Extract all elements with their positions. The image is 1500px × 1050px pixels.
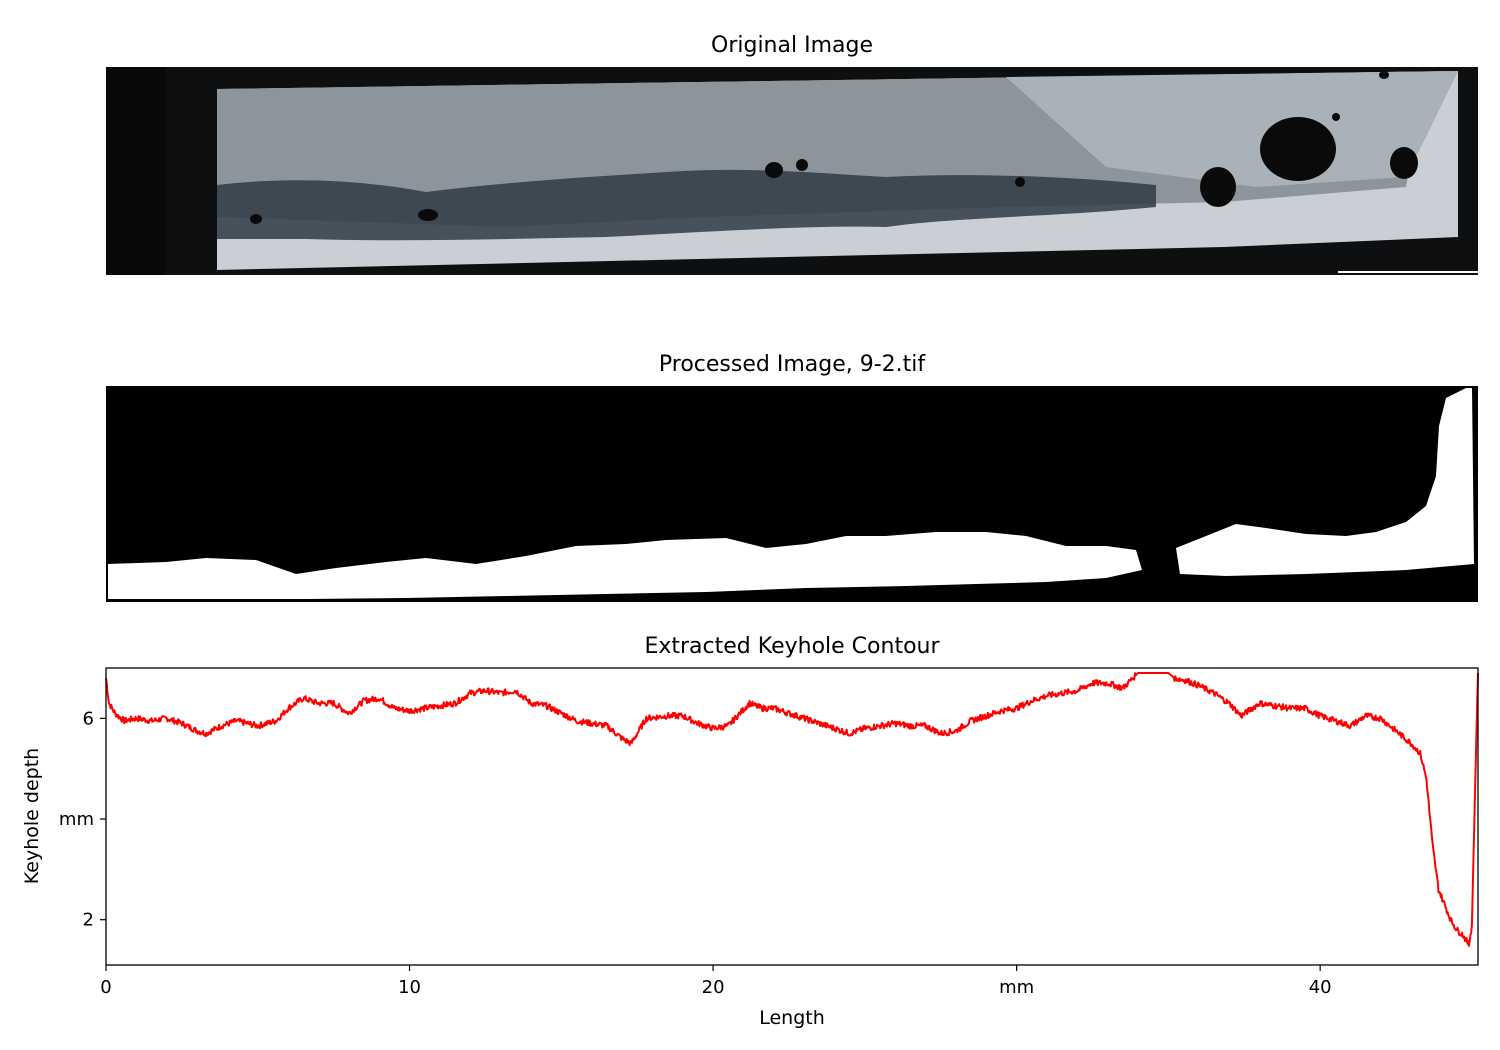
x-tick-label-1: 10 xyxy=(398,977,421,998)
plot-area xyxy=(105,672,1479,947)
processed-image xyxy=(106,386,1478,602)
original-image xyxy=(106,67,1478,275)
x-tick-label-3: mm xyxy=(999,977,1034,998)
x-tick-label-4: 40 xyxy=(1309,977,1332,998)
series-line-0 xyxy=(105,672,1479,947)
y-axis-label: Keyhole depth xyxy=(21,748,43,884)
y-tick-label-2: 6 xyxy=(83,708,94,729)
y-tick-label-1: mm xyxy=(59,809,94,830)
chart-title: Extracted Keyhole Contour xyxy=(644,634,940,659)
x-axis-ticks: 0 10 20 mm 40 xyxy=(100,965,1332,998)
processed-image-title: Processed Image, 9-2.tif xyxy=(658,352,926,377)
x-axis-label: Length xyxy=(759,1007,825,1029)
x-tick-label-2: 20 xyxy=(702,977,725,998)
plot-frame xyxy=(105,667,1479,966)
y-tick-label-0: 2 xyxy=(83,910,94,931)
processed-image-graphic xyxy=(106,386,1478,602)
x-tick-label-0: 0 xyxy=(100,977,111,998)
original-image-title: Original Image xyxy=(711,33,873,58)
original-image-graphic xyxy=(106,67,1478,275)
y-axis-ticks: 2 mm 6 xyxy=(59,708,106,931)
